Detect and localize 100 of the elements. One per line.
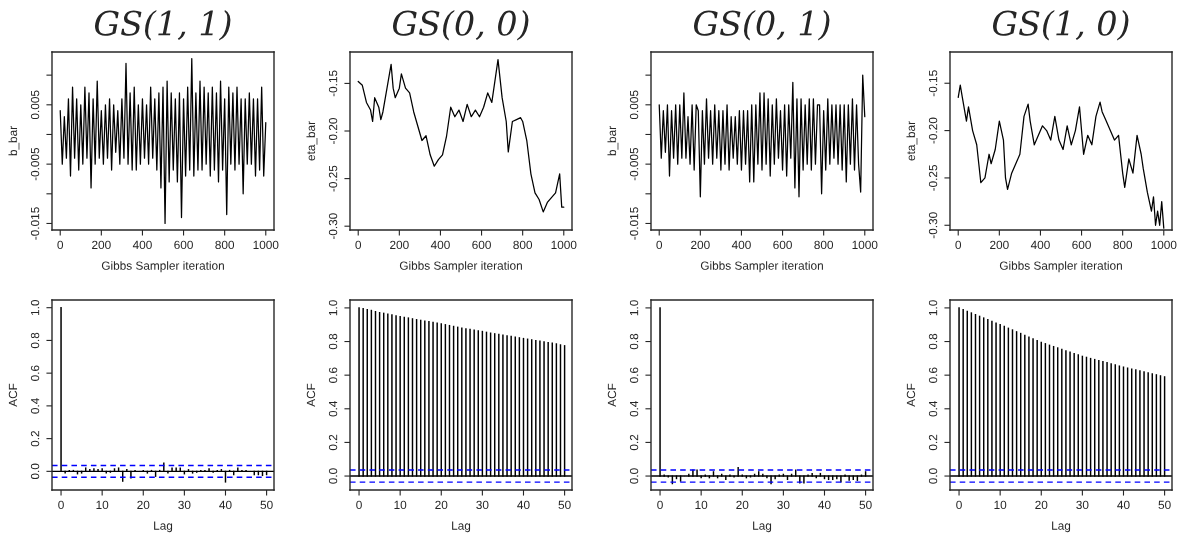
x-tick-label: 40 xyxy=(219,500,232,510)
x-axis-title: Gibbs Sampler iteration xyxy=(700,261,823,273)
x-tick-label: 800 xyxy=(215,240,235,250)
x-tick-label: 400 xyxy=(1030,240,1050,250)
x-tick-label: 0 xyxy=(657,500,663,510)
y-tick-label: 0.4 xyxy=(30,398,40,414)
y-tick-label: -0.30 xyxy=(328,213,338,240)
y-tick-label: 0.0 xyxy=(328,468,338,484)
x-tick-label: 200 xyxy=(92,240,111,250)
x-axis-title: Lag xyxy=(154,521,173,533)
y-tick-label: 0.2 xyxy=(928,434,938,451)
y-tick-label: -0.20 xyxy=(328,118,338,144)
y-tick-label: 1.0 xyxy=(30,299,40,315)
x-tick-label: 0 xyxy=(956,500,962,510)
line-series xyxy=(957,84,1165,229)
y-tick-label: 0.0 xyxy=(30,463,40,480)
x-tick-label: 20 xyxy=(435,500,448,510)
x-axis-title: Gibbs Sampler iteration xyxy=(399,261,522,273)
x-tick-label: 50 xyxy=(859,500,872,510)
x-tick-label: 40 xyxy=(818,500,831,510)
x-tick-label: 50 xyxy=(260,500,273,510)
line-series xyxy=(357,58,565,213)
y-tick-label: 0.6 xyxy=(30,365,40,381)
x-tick-label: 600 xyxy=(773,240,792,250)
x-tick-label: 0 xyxy=(356,500,362,510)
x-tick-label: 0 xyxy=(955,240,962,250)
x-tick-label: 1000 xyxy=(1151,240,1177,250)
x-axis-title: Lag xyxy=(753,521,772,533)
y-tick-label: -0.15 xyxy=(928,70,938,97)
x-tick-label: 20 xyxy=(1035,500,1048,510)
x-tick-label: 600 xyxy=(1072,240,1091,250)
x-tick-label: 0 xyxy=(355,240,362,250)
y-tick-label: 0.0 xyxy=(928,468,938,484)
x-tick-label: 800 xyxy=(814,240,834,250)
y-tick-label: -0.20 xyxy=(928,117,938,144)
x-tick-label: 20 xyxy=(736,500,749,510)
x-tick-label: 1000 xyxy=(551,240,577,250)
y-tick-label: -0.015 xyxy=(629,207,639,240)
x-tick-label: 0 xyxy=(57,240,64,250)
x-tick-label: 800 xyxy=(513,240,533,250)
y-axis-title: eta_bar xyxy=(306,121,318,161)
x-tick-label: 0 xyxy=(656,240,663,250)
y-tick-label: 0.2 xyxy=(629,434,639,451)
y-tick-label: 1.0 xyxy=(328,300,338,316)
x-tick-label: 1000 xyxy=(253,240,279,250)
chart-title: GS(1, 0) xyxy=(993,10,1129,41)
y-tick-label: -0.25 xyxy=(928,164,938,191)
x-tick-label: 10 xyxy=(394,500,407,510)
y-tick-label: 0.6 xyxy=(629,367,639,383)
y-tick-label: -0.25 xyxy=(328,165,338,192)
x-tick-label: 30 xyxy=(1076,500,1089,510)
x-tick-label: 40 xyxy=(1117,500,1130,510)
y-tick-label: 1.0 xyxy=(629,300,639,316)
x-tick-label: 800 xyxy=(1113,240,1133,250)
x-tick-label: 600 xyxy=(472,240,491,250)
y-tick-label: -0.015 xyxy=(30,207,40,240)
y-axis-title: ACF xyxy=(306,383,316,407)
chart-title: GS(0, 1) xyxy=(694,10,830,41)
x-tick-label: 20 xyxy=(137,500,150,510)
y-tick-label: 0.8 xyxy=(629,333,639,350)
y-tick-label: 0.2 xyxy=(30,431,40,447)
x-tick-label: 30 xyxy=(178,500,191,510)
y-tick-label: -0.005 xyxy=(629,147,639,181)
x-axis-title: Lag xyxy=(1052,521,1071,533)
y-tick-label: 0.6 xyxy=(328,367,338,383)
y-tick-label: 0.8 xyxy=(30,332,40,349)
x-tick-label: 400 xyxy=(731,240,751,250)
y-tick-label: 0.8 xyxy=(928,333,938,350)
x-tick-label: 30 xyxy=(476,500,489,510)
line-series xyxy=(59,57,267,225)
y-tick-label: -0.15 xyxy=(328,70,338,97)
x-tick-label: 10 xyxy=(96,500,109,510)
y-axis-title: eta_bar xyxy=(906,121,918,161)
x-tick-label: 400 xyxy=(430,240,450,250)
x-tick-label: 30 xyxy=(777,500,790,510)
y-tick-label: 0.6 xyxy=(928,367,938,383)
x-tick-label: 200 xyxy=(390,240,409,250)
y-tick-label: -0.30 xyxy=(928,212,938,239)
y-tick-label: 1.0 xyxy=(928,300,938,316)
x-tick-label: 10 xyxy=(994,500,1007,510)
x-axis-title: Gibbs Sampler iteration xyxy=(101,261,224,273)
y-axis-title: ACF xyxy=(8,383,18,407)
y-tick-label: 0.005 xyxy=(30,90,40,120)
y-tick-label: -0.005 xyxy=(30,147,40,181)
x-tick-label: 0 xyxy=(58,500,64,510)
x-tick-label: 600 xyxy=(174,240,193,250)
line-series xyxy=(658,74,866,198)
y-tick-label: 0.005 xyxy=(629,90,639,120)
y-axis-title: ACF xyxy=(906,383,916,407)
y-tick-label: 0.4 xyxy=(328,400,338,417)
y-tick-label: 0.4 xyxy=(629,400,639,417)
y-tick-label: 0.2 xyxy=(328,434,338,451)
x-tick-label: 400 xyxy=(132,240,152,250)
x-tick-label: 1000 xyxy=(852,240,878,250)
x-tick-label: 50 xyxy=(1158,500,1171,510)
x-tick-label: 200 xyxy=(691,240,710,250)
x-axis-title: Lag xyxy=(452,521,471,533)
x-tick-label: 200 xyxy=(990,240,1009,250)
y-axis-title: ACF xyxy=(607,383,617,407)
y-tick-label: 0.0 xyxy=(629,468,639,484)
